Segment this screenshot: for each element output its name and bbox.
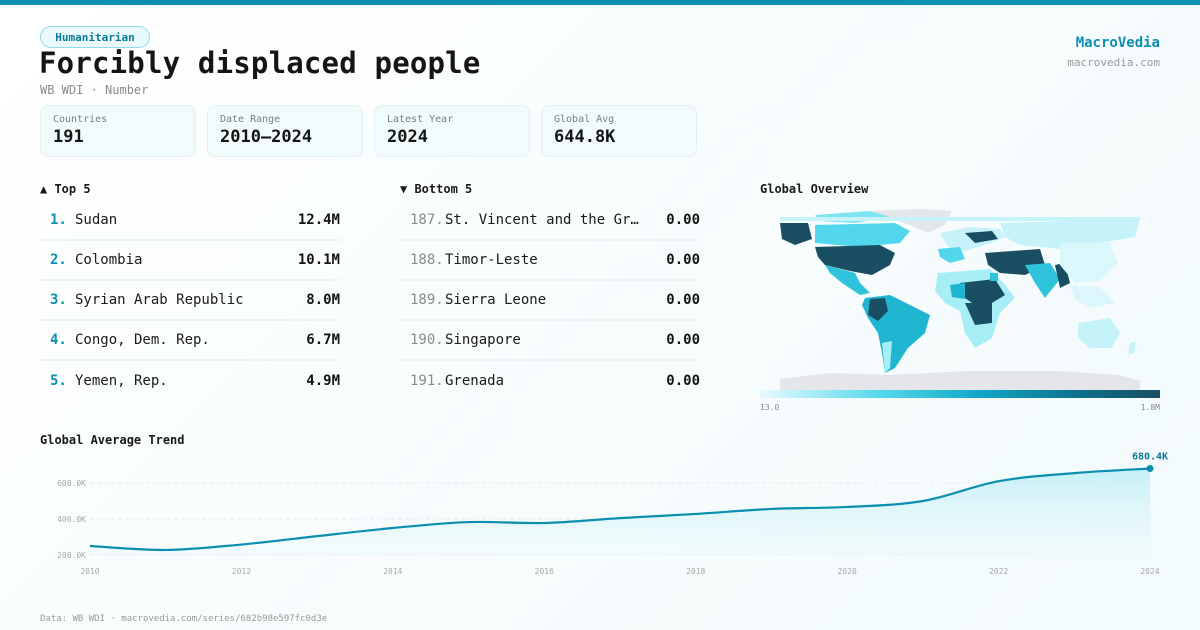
x-tick-label: 2012 [232, 567, 251, 576]
country-value: 0.00 [666, 212, 700, 228]
country-value: 0.00 [666, 252, 700, 268]
stat-label: Countries [53, 114, 108, 125]
country-value: 10.1M [297, 252, 340, 268]
rank: 4. [50, 332, 67, 348]
country-name: Congo, Dem. Rep. [75, 332, 210, 348]
map-color-scale [760, 390, 1160, 398]
rank: 190. [410, 332, 444, 348]
source-footer: Data: WB WDI · macrovedia.com/series/682… [40, 614, 328, 624]
country-value: 8.0M [306, 292, 340, 308]
last-point-marker [1146, 465, 1154, 473]
rank: 5. [50, 373, 67, 389]
country-name: Yemen, Rep. [75, 373, 168, 389]
country-value: 4.9M [306, 373, 340, 389]
legend-min-label: 13.0 [760, 403, 780, 412]
y-tick-label: 400.0K [57, 515, 86, 524]
list-item[interactable]: 191. Grenada 0.00 [400, 361, 700, 401]
x-tick-label: 2022 [989, 567, 1008, 576]
top-accent-bar [0, 0, 1200, 5]
world-choropleth-map[interactable] [760, 203, 1160, 393]
list-item[interactable]: 2. Colombia 10.1M [40, 241, 340, 281]
country-name: Syrian Arab Republic [75, 292, 244, 308]
world-map-svg [780, 209, 1140, 393]
list-item[interactable]: 189. Sierra Leone 0.00 [400, 281, 700, 321]
stat-value: 644.8K [554, 127, 616, 147]
list-item[interactable]: 190. Singapore 0.00 [400, 321, 700, 361]
y-tick-label: 200.0K [57, 551, 86, 560]
country-name: Sudan [75, 212, 118, 228]
brand-logo[interactable]: MacroVedia [1075, 35, 1160, 51]
x-tick-label: 2010 [80, 567, 99, 576]
top5-list: 1. Sudan 12.4M 2. Colombia 10.1M 3. Syri… [40, 201, 340, 401]
rank: 187. [410, 212, 444, 228]
x-tick-label: 2016 [535, 567, 554, 576]
rank: 3. [50, 292, 67, 308]
stat-card-global-avg: Global Avg 644.8K [541, 105, 697, 157]
country-value: 0.00 [666, 373, 700, 389]
list-item[interactable]: 188. Timor-Leste 0.00 [400, 241, 700, 281]
legend-max-label: 1.8M [1140, 403, 1160, 412]
rank: 189. [410, 292, 444, 308]
trend-line [89, 467, 1151, 552]
country-name: Timor-Leste [445, 252, 538, 268]
bottom5-heading: ▼ Bottom 5 [400, 182, 473, 196]
country-name: Colombia [75, 252, 143, 268]
top5-heading: ▲ Top 5 [40, 182, 91, 196]
x-axis-ticks: 2010 2012 2014 2016 2018 2020 2022 2024 [80, 567, 1159, 576]
country-name: St. Vincent and the Gr… [445, 212, 639, 228]
country-value: 12.4M [297, 212, 340, 228]
stat-card-date-range: Date Range 2010–2024 [207, 105, 363, 157]
country-value: 0.00 [666, 332, 700, 348]
stat-card-countries: Countries 191 [40, 105, 196, 157]
rank: 1. [50, 212, 67, 228]
list-item[interactable]: 3. Syrian Arab Republic 8.0M [40, 281, 340, 321]
country-name: Sierra Leone [445, 292, 547, 308]
rank: 191. [410, 373, 444, 389]
country-value: 0.00 [666, 292, 700, 308]
category-badge[interactable]: Humanitarian [40, 26, 150, 48]
rank: 188. [410, 252, 444, 268]
list-item[interactable]: 1. Sudan 12.4M [40, 201, 340, 241]
country-name: Singapore [445, 332, 521, 348]
page-subtitle: WB WDI · Number [40, 83, 149, 97]
page-title: Forcibly displaced people [39, 46, 481, 80]
brand-url[interactable]: macrovedia.com [1067, 56, 1160, 69]
stat-value: 2024 [387, 127, 428, 147]
stat-card-latest-year: Latest Year 2024 [374, 105, 530, 157]
trend-heading: Global Average Trend [40, 433, 185, 447]
list-item[interactable]: 187. St. Vincent and the Gr… 0.00 [400, 201, 700, 241]
list-item[interactable]: 4. Congo, Dem. Rep. 6.7M [40, 321, 340, 361]
y-tick-label: 600.0K [57, 479, 86, 488]
stat-value: 2010–2024 [220, 127, 313, 147]
list-item[interactable]: 5. Yemen, Rep. 4.9M [40, 361, 340, 401]
country-name: Grenada [445, 373, 505, 389]
last-point-label: 680.4K [1132, 452, 1168, 463]
x-tick-label: 2018 [686, 567, 705, 576]
map-heading: Global Overview [760, 182, 869, 196]
stat-label: Latest Year [387, 114, 454, 125]
bottom5-list: 187. St. Vincent and the Gr… 0.00 188. T… [400, 201, 700, 401]
stats-row: Countries 191 Date Range 2010–2024 Lates… [40, 105, 697, 157]
trend-area [90, 468, 1150, 556]
x-tick-label: 2024 [1140, 567, 1159, 576]
x-tick-label: 2014 [383, 567, 402, 576]
x-tick-label: 2020 [838, 567, 857, 576]
stat-value: 191 [53, 127, 84, 147]
stat-label: Global Avg [554, 114, 615, 125]
country-value: 6.7M [306, 332, 340, 348]
rank: 2. [50, 252, 67, 268]
stat-label: Date Range [220, 114, 281, 125]
